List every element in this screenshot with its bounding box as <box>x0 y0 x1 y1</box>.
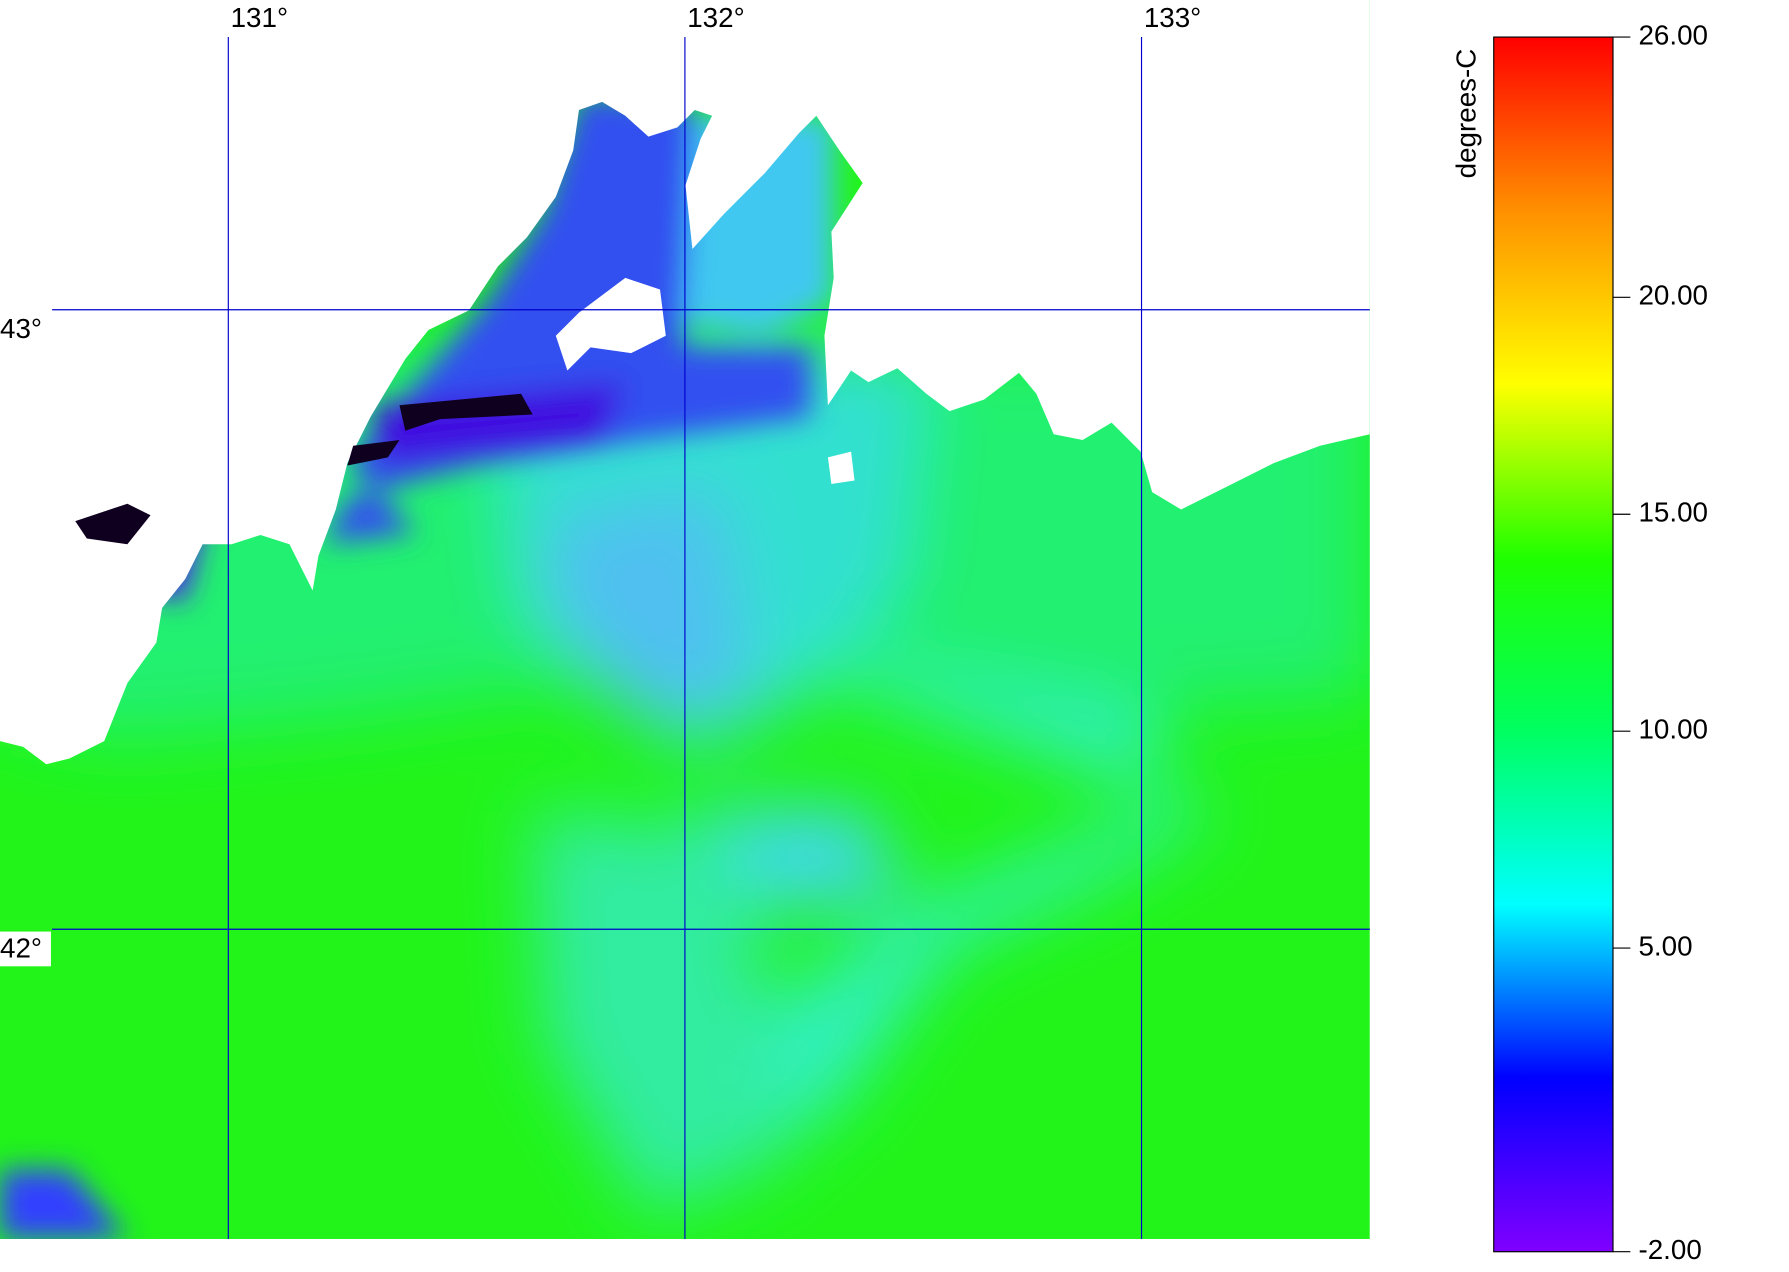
colorbar-unit: degrees-C <box>1451 49 1482 179</box>
colorbar-tick-label: 5.00 <box>1638 930 1692 961</box>
latitude-label: 43° <box>0 313 42 344</box>
colorbar-tick-label: 15.00 <box>1638 497 1708 528</box>
dark-coastal-shallows <box>75 393 533 545</box>
label-background <box>0 931 51 967</box>
colorbar-tick-label: 10.00 <box>1638 714 1708 745</box>
colorbar-tick-label: 20.00 <box>1638 280 1708 311</box>
longitude-label: 132° <box>687 2 744 33</box>
latitude-label: 42° <box>0 932 42 963</box>
longitude-label: 133° <box>1144 2 1201 33</box>
peninsula <box>555 277 666 371</box>
colorbar: degrees-C 26.00 20.00 15.00 10.00 5.00 -2.00 <box>1451 19 1708 1265</box>
colorbar-tick-label: -2.00 <box>1638 1234 1701 1265</box>
label-background <box>0 312 51 347</box>
colorbar-tick-label: 26.00 <box>1638 19 1708 50</box>
longitude-label: 131° <box>231 2 288 33</box>
land <box>0 0 1370 765</box>
colorbar-ramp <box>1493 36 1614 1253</box>
graticule: 131° 132° 133° 43° 42° <box>0 2 1370 1239</box>
